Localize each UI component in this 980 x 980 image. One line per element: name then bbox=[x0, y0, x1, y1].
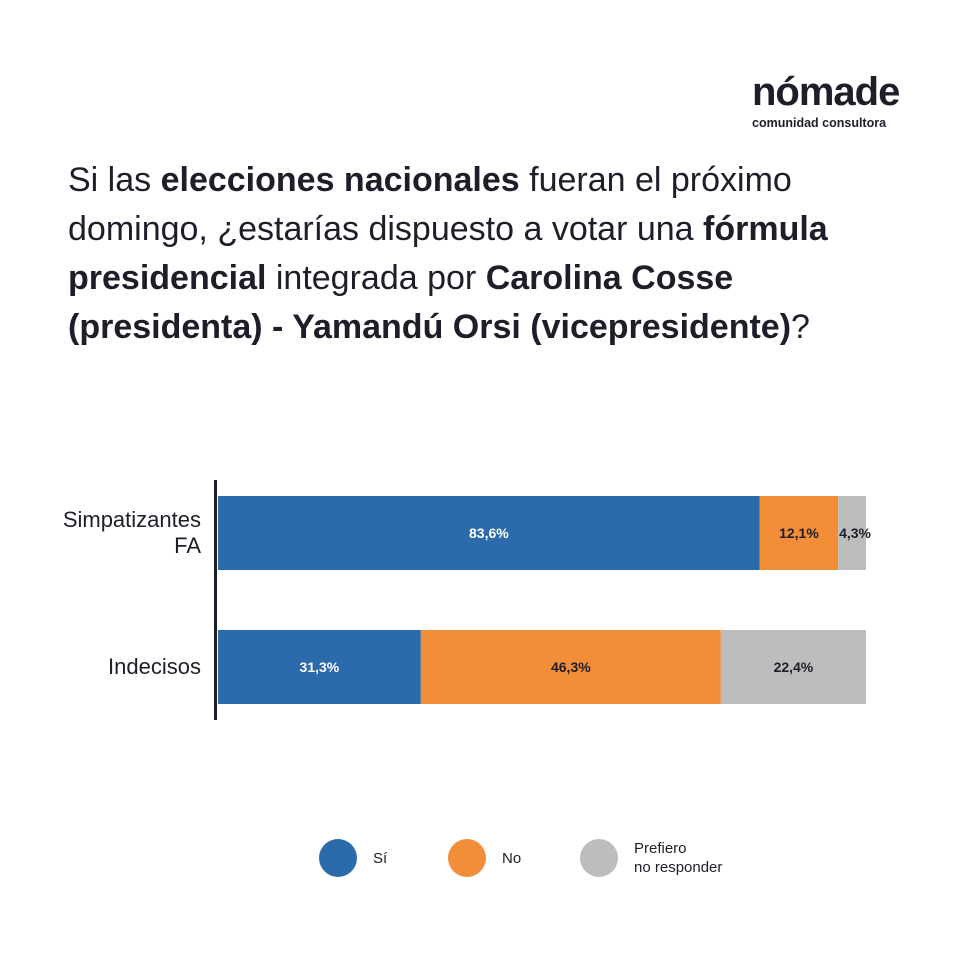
legend-label: No bbox=[502, 849, 522, 867]
data-label: 22,4% bbox=[774, 659, 814, 675]
legend-label: Sí bbox=[373, 849, 388, 867]
bar-segment bbox=[420, 630, 721, 704]
category-label: Indecisos bbox=[108, 654, 201, 679]
question-segment: fueran el próximo domingo, ¿estarías dis… bbox=[68, 161, 792, 248]
legend-item: No bbox=[448, 839, 521, 877]
data-label: 46,3% bbox=[551, 659, 591, 675]
bar-segment bbox=[759, 496, 839, 570]
data-label: 12,1% bbox=[779, 525, 819, 541]
question-segment: elecciones nacionales bbox=[160, 161, 520, 199]
legend-item: Prefiero no responder bbox=[580, 839, 722, 877]
bar-segment bbox=[218, 630, 421, 704]
legend-item: Sí bbox=[319, 839, 387, 877]
legend-label: Prefiero no responder bbox=[634, 840, 723, 876]
data-label: 83,6% bbox=[469, 525, 509, 541]
brand-logo: nómade comunidad consultora bbox=[752, 72, 922, 130]
survey-question: Si las elecciones nacionales fueran el p… bbox=[68, 156, 898, 352]
question-segment: Carolina Cosse (presidenta) - Yamandú Or… bbox=[68, 259, 792, 346]
bar-segment bbox=[218, 496, 760, 570]
stacked-bar-chart: 83,6% 12,1% 4,3% 31,3% 46,3% 22,4% Simpatizant… bbox=[63, 480, 872, 720]
category-label: Simpatizantes FA bbox=[63, 507, 202, 558]
bar-segment bbox=[720, 630, 866, 704]
legend-swatch bbox=[448, 839, 486, 877]
question-segment: integrada por bbox=[266, 259, 486, 297]
chart-legend: Sí No Prefiero no responder bbox=[0, 836, 980, 896]
legend-swatch bbox=[319, 839, 357, 877]
bar-segment bbox=[838, 496, 866, 570]
data-label: 4,3% bbox=[839, 525, 871, 541]
brand-tagline: comunidad consultora bbox=[752, 116, 887, 130]
brand-name: nómade bbox=[752, 70, 900, 114]
question-segment: ? bbox=[791, 308, 810, 346]
data-label: 31,3% bbox=[300, 659, 340, 675]
legend-swatch bbox=[580, 839, 618, 877]
question-segment: fórmula presidencial bbox=[68, 210, 828, 297]
question-segment: Si las bbox=[68, 161, 161, 199]
